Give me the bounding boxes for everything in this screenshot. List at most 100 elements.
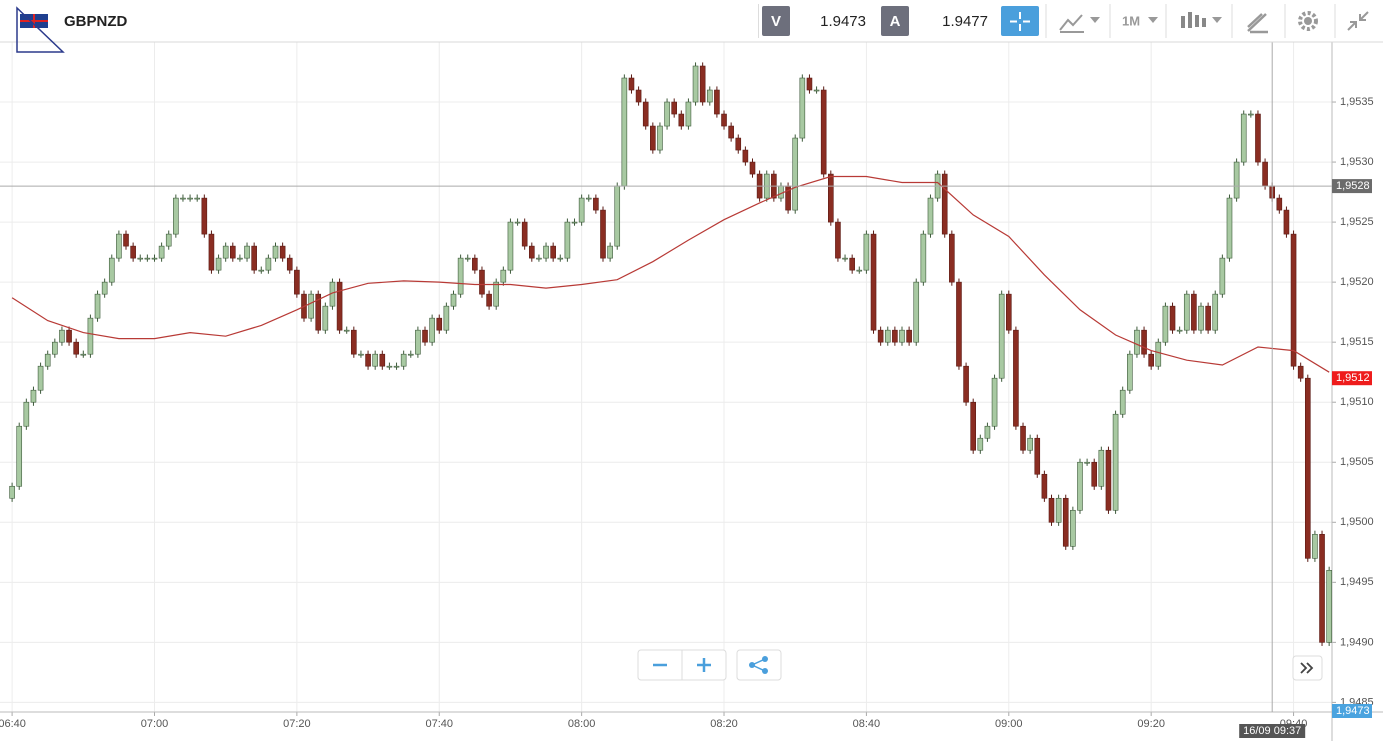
candle-body xyxy=(94,293,101,319)
candle-body xyxy=(229,245,236,259)
settings-icon[interactable] xyxy=(1298,11,1318,31)
candle-body xyxy=(714,89,720,115)
candle-body xyxy=(628,77,635,91)
zoom-in[interactable] xyxy=(697,658,711,672)
bid-price-box xyxy=(1332,704,1372,718)
candle-body xyxy=(351,329,357,355)
y-tick-label: 1,9515 xyxy=(1340,336,1374,348)
candle-body xyxy=(1084,461,1090,464)
candle-body xyxy=(742,149,749,163)
crosshair-button[interactable] xyxy=(1001,6,1039,36)
candle-body xyxy=(1240,113,1247,163)
candle-body xyxy=(642,101,649,127)
candle-body xyxy=(1319,533,1325,643)
candle-body xyxy=(1055,497,1062,523)
y-tick-label: 1,9510 xyxy=(1340,396,1374,408)
candle-body xyxy=(1262,161,1268,187)
candle-body xyxy=(1162,305,1169,343)
buy-label-box[interactable] xyxy=(881,6,909,36)
candle-body xyxy=(1041,473,1048,499)
draw-icon[interactable] xyxy=(1247,13,1268,34)
candle-body xyxy=(657,125,663,151)
candle-body xyxy=(493,281,500,307)
candle-body xyxy=(343,329,350,332)
candle-body xyxy=(557,257,564,260)
candle-body xyxy=(272,245,279,259)
candle-body xyxy=(870,233,877,331)
candle-body xyxy=(286,257,293,271)
candle-body xyxy=(1183,293,1190,331)
candle-body xyxy=(336,281,343,331)
candle-body xyxy=(692,65,699,103)
chart-type-icon[interactable] xyxy=(1059,14,1084,33)
candle-body xyxy=(1098,449,1105,487)
buy-price[interactable]: 1.9477 xyxy=(942,13,988,30)
candle-body xyxy=(1070,509,1076,547)
candle-body xyxy=(108,257,115,283)
dropdown-arrow[interactable] xyxy=(1148,17,1158,23)
y-tick-label: 1,9505 xyxy=(1340,456,1374,468)
candle-body xyxy=(1141,329,1147,355)
dropdown-arrow[interactable] xyxy=(1212,17,1222,23)
candle-body xyxy=(386,365,393,368)
candle-body xyxy=(963,365,969,403)
candle-body xyxy=(1219,257,1226,295)
candle-body xyxy=(1312,533,1318,559)
candle-body xyxy=(1134,329,1140,355)
candles-icon[interactable] xyxy=(1181,12,1206,28)
candle-body xyxy=(650,125,656,151)
timeframe[interactable]: 1M xyxy=(1122,13,1140,28)
candle-body xyxy=(443,305,450,331)
candle-body xyxy=(578,197,585,223)
buy-label[interactable]: A xyxy=(890,13,901,30)
dropdown-arrow[interactable] xyxy=(1090,17,1100,23)
candle-body xyxy=(244,245,250,259)
crosshair-price-label: 1,9528 xyxy=(1336,180,1370,192)
sell-label[interactable]: V xyxy=(771,13,781,30)
candle-body xyxy=(1013,329,1019,427)
share-button[interactable] xyxy=(736,649,782,681)
y-tick-label: 1,9520 xyxy=(1340,276,1374,288)
candle-body xyxy=(863,233,870,271)
candle-body xyxy=(137,257,144,260)
candle-body xyxy=(706,89,713,103)
candle-body xyxy=(1155,341,1162,367)
candle-body xyxy=(792,137,799,211)
scroll-right-button[interactable] xyxy=(1292,655,1323,681)
candle-body xyxy=(507,221,514,271)
candle-body xyxy=(500,269,507,283)
candle-body xyxy=(73,341,79,355)
candle-body xyxy=(436,317,443,331)
y-tick-label: 1,9530 xyxy=(1340,156,1374,168)
candle-body xyxy=(877,329,884,343)
candle-body xyxy=(158,245,165,259)
candle-body xyxy=(699,65,706,103)
candle-body xyxy=(1326,570,1332,643)
candle-body xyxy=(593,197,599,211)
sell-label-box[interactable] xyxy=(762,6,790,36)
candle-body xyxy=(1212,293,1219,331)
candle-body xyxy=(1169,305,1176,331)
candle-body xyxy=(208,233,215,271)
candle-body xyxy=(735,137,742,151)
candle-body xyxy=(59,329,65,343)
candle-body xyxy=(778,185,784,199)
flag xyxy=(16,6,65,53)
candle-body xyxy=(144,257,151,260)
candle-body xyxy=(1283,209,1290,235)
candle-body xyxy=(44,353,51,367)
candle-body xyxy=(671,101,677,115)
candle-body xyxy=(607,245,613,259)
collapse-icon[interactable] xyxy=(1347,11,1369,31)
candle-body xyxy=(151,257,158,260)
candle-body xyxy=(429,317,435,343)
candle-body xyxy=(835,221,841,259)
candle-body xyxy=(16,425,23,487)
candle-body xyxy=(187,197,193,200)
candle-body xyxy=(1205,305,1211,331)
candle-body xyxy=(457,257,464,295)
sell-price[interactable]: 1.9473 xyxy=(820,13,866,30)
y-tick-label: 1,9535 xyxy=(1340,96,1374,108)
